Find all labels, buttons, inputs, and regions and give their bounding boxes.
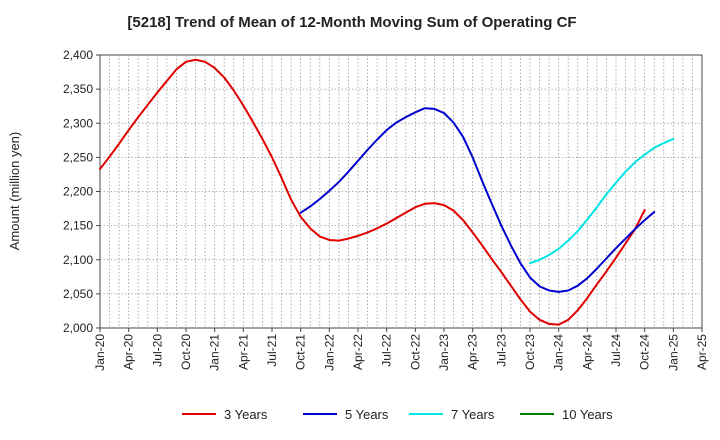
x-tick-label: Oct-21 xyxy=(294,334,308,370)
legend: 3 Years 5 Years 7 Years 10 Years xyxy=(182,407,613,422)
y-tick-label: 2,300 xyxy=(63,116,93,130)
x-axis: Jan-20 Apr-20 Jul-20 Oct-20 Jan-21 Apr-21 Jul-… xyxy=(93,328,709,371)
x-tick-label: Apr-24 xyxy=(580,334,594,370)
y-tick-label: 2,150 xyxy=(63,219,93,233)
x-tick-label: Jan-23 xyxy=(437,334,451,371)
x-tick-label: Oct-23 xyxy=(523,334,537,370)
x-tick-label: Jul-22 xyxy=(380,334,394,367)
x-tick-label: Jul-20 xyxy=(150,334,164,367)
series-line-7-years xyxy=(529,137,675,265)
legend-label: 10 Years xyxy=(562,407,613,422)
y-tick-label: 2,250 xyxy=(63,150,93,164)
series-lines xyxy=(99,58,675,326)
x-tick-label: Oct-24 xyxy=(638,334,652,370)
x-tick-label: Apr-23 xyxy=(466,334,480,370)
x-tick-label: Apr-25 xyxy=(695,334,709,370)
chart-title: [5218] Trend of Mean of 12-Month Moving … xyxy=(127,14,576,31)
y-tick-label: 2,050 xyxy=(63,287,93,301)
x-tick-label: Jan-25 xyxy=(666,334,680,371)
x-tick-label: Jan-22 xyxy=(322,334,336,371)
legend-label: 3 Years xyxy=(224,407,268,422)
y-tick-label: 2,000 xyxy=(63,321,93,335)
x-tick-label: Jul-21 xyxy=(265,334,279,367)
x-tick-label: Apr-20 xyxy=(122,334,136,370)
legend-label: 7 Years xyxy=(451,407,495,422)
y-tick-label: 2,100 xyxy=(63,253,93,267)
x-tick-label: Jan-20 xyxy=(93,334,107,371)
x-tick-label: Apr-22 xyxy=(351,334,365,370)
x-tick-label: Oct-22 xyxy=(408,334,422,370)
series-line-3-years xyxy=(99,58,646,326)
legend-label: 5 Years xyxy=(345,407,389,422)
series-line-5-years xyxy=(299,107,656,293)
y-tick-label: 2,200 xyxy=(63,185,93,199)
x-tick-label: Oct-20 xyxy=(179,334,193,370)
y-axis: 2,000 2,050 2,100 2,150 2,200 2,250 2,300 2,350… xyxy=(63,48,100,335)
x-tick-label: Jul-23 xyxy=(494,334,508,367)
x-tick-label: Jan-24 xyxy=(552,334,566,371)
x-tick-label: Apr-21 xyxy=(236,334,250,370)
y-tick-label: 2,350 xyxy=(63,82,93,96)
y-axis-label: Amount (million yen) xyxy=(7,132,22,251)
x-tick-label: Jul-24 xyxy=(609,334,623,367)
gridlines xyxy=(100,55,702,328)
x-tick-label: Jan-21 xyxy=(208,334,222,371)
y-tick-label: 2,400 xyxy=(63,48,93,62)
